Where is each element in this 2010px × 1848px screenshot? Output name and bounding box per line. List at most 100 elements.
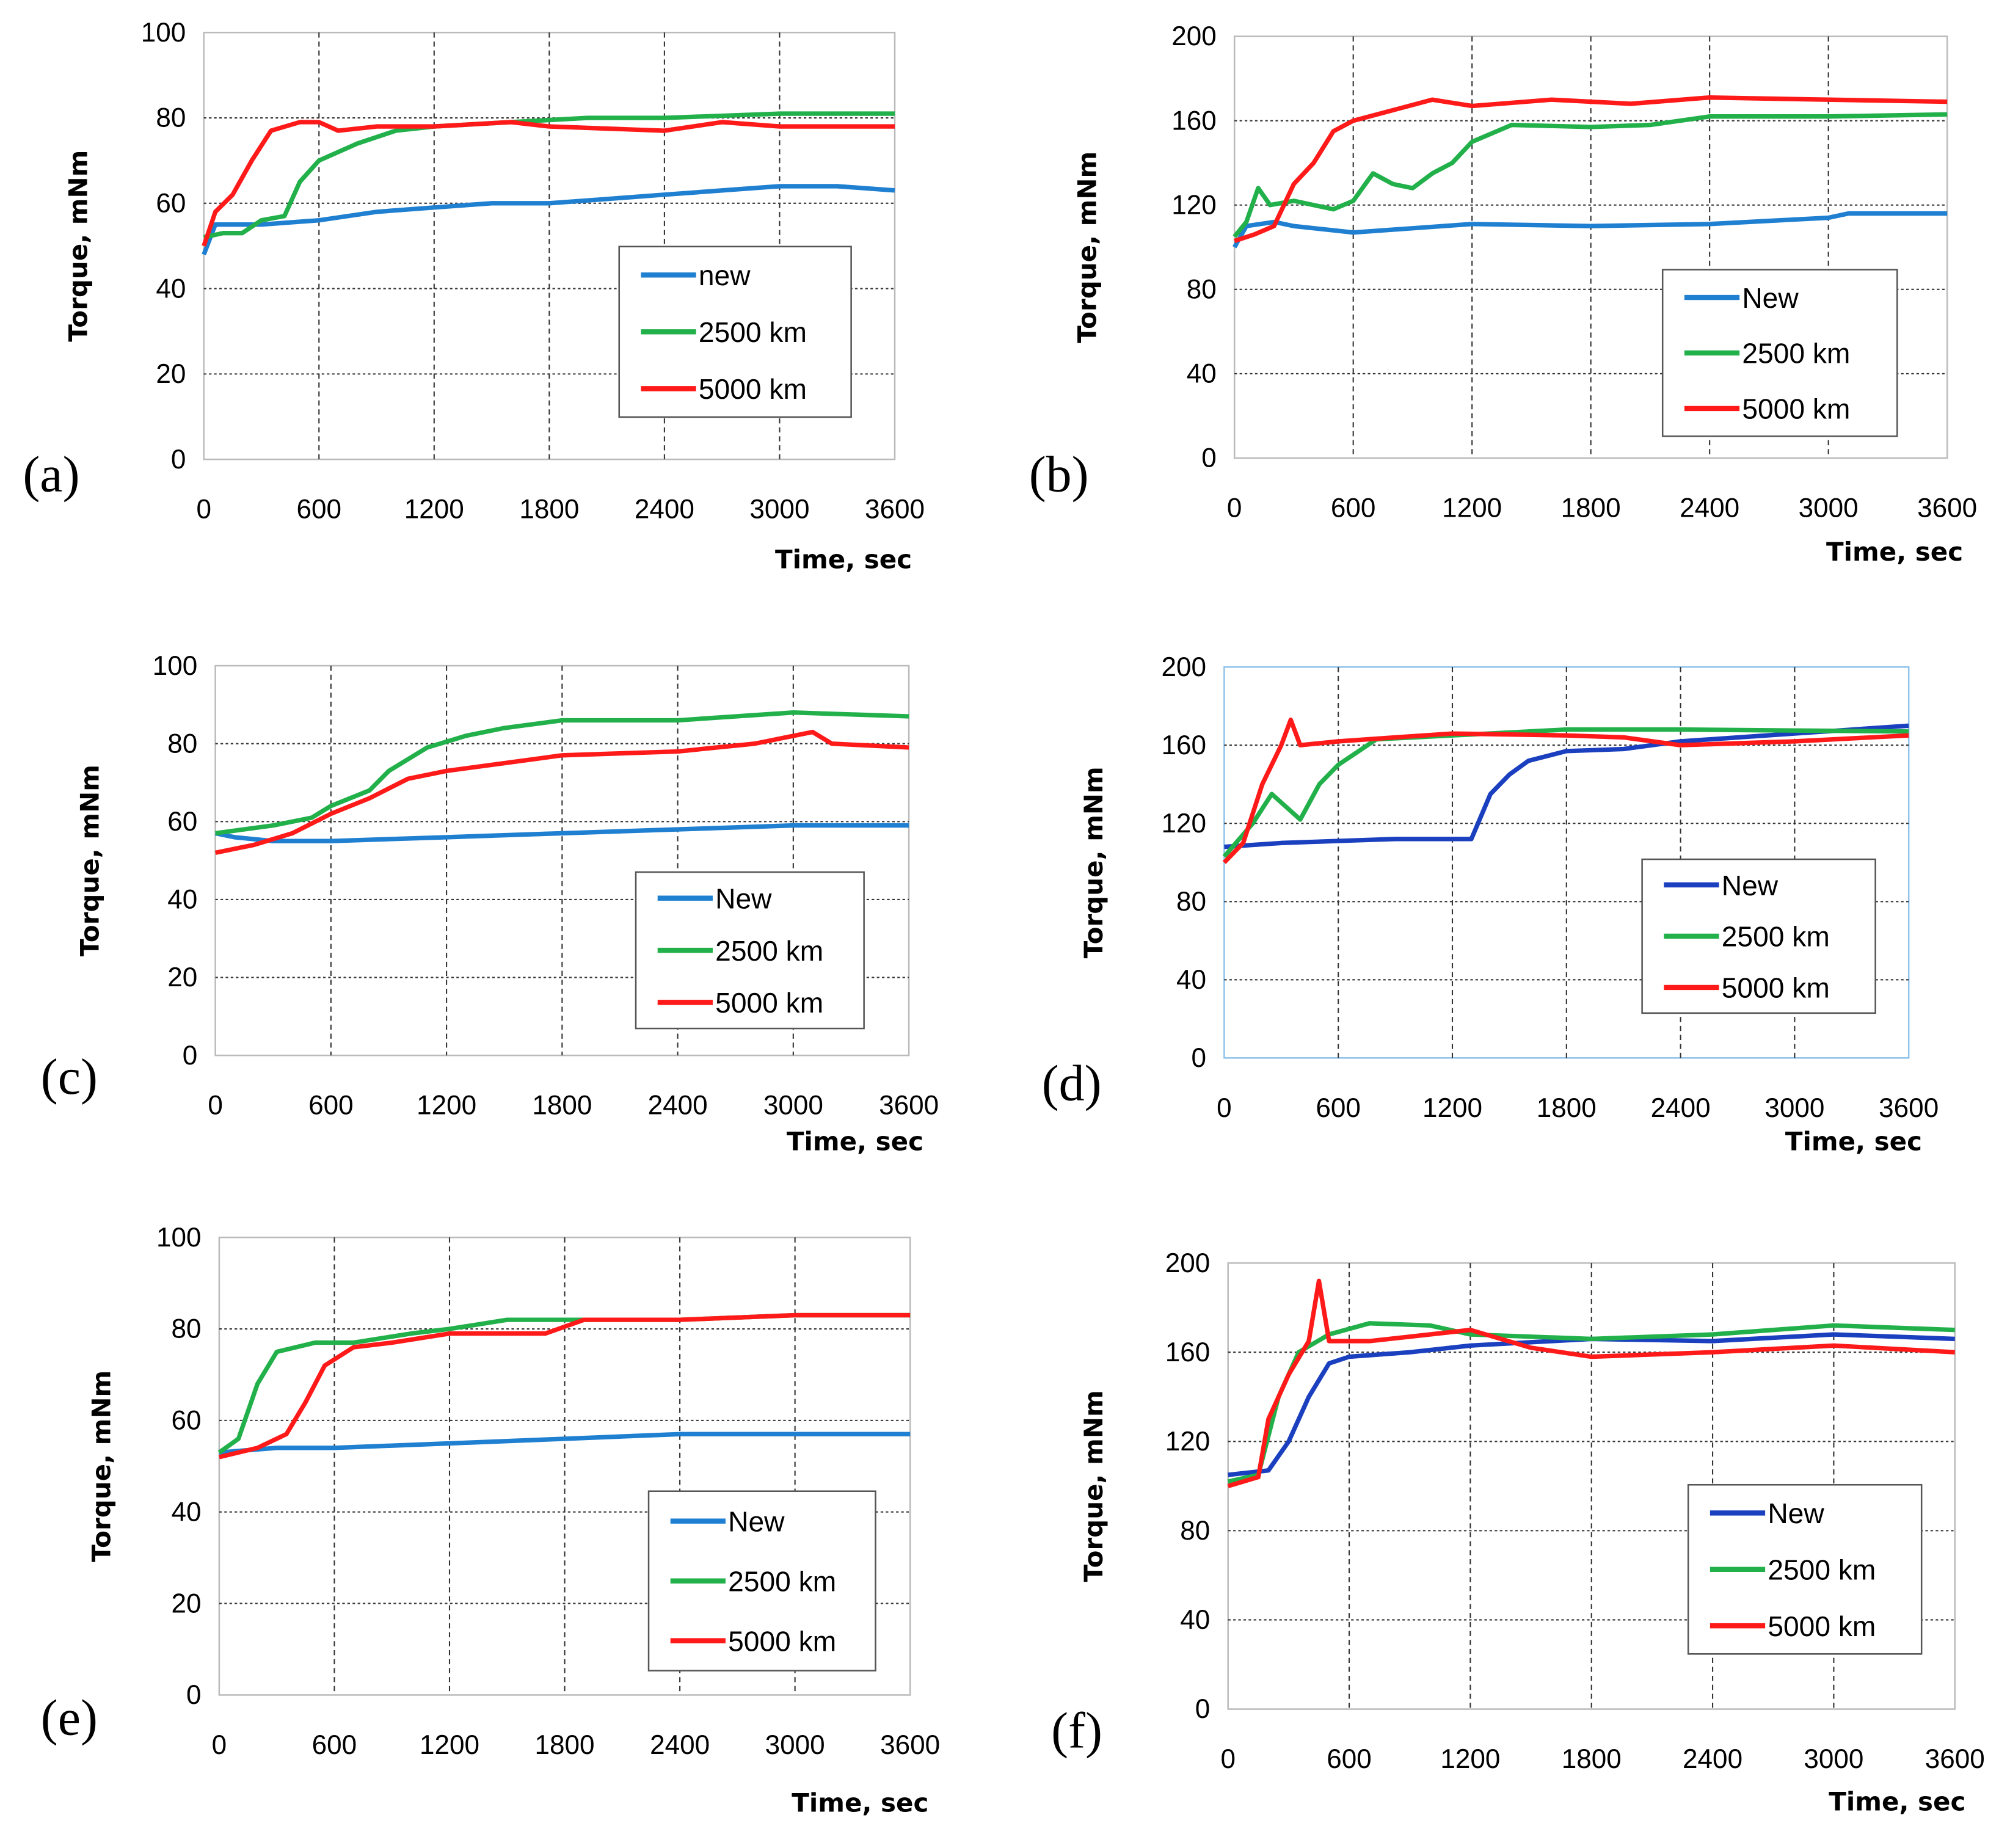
x-tick-label: 0 xyxy=(1217,1093,1232,1123)
legend-label: 2500 km xyxy=(715,935,823,967)
legend: New 2500 km 5000 km xyxy=(1687,1483,1923,1655)
x-tick-label: 3000 xyxy=(1764,1093,1824,1123)
series-line-5000-km xyxy=(1222,717,1909,864)
y-tick-label: 100 xyxy=(141,18,186,48)
series-line-5000-km xyxy=(214,729,909,855)
y-tick-label: 120 xyxy=(1161,809,1206,839)
x-axis-label: Time, sec xyxy=(775,545,912,575)
x-tick-label: 1200 xyxy=(1440,1744,1500,1774)
y-tick-label: 0 xyxy=(183,1041,198,1071)
legend-label: 5000 km xyxy=(728,1625,836,1657)
panel-b: 0 600 1200 1800 2400 3000 3600 0 40 80 120 160 200 Ne… xyxy=(1029,21,1977,567)
y-tick-label: 40 xyxy=(172,1497,202,1527)
legend-label: 5000 km xyxy=(1768,1610,1876,1642)
panel-label: (f) xyxy=(1051,1703,1102,1759)
y-tick-label: 0 xyxy=(171,445,186,475)
panel-c: 0 600 1200 1800 2400 3000 3600 0 20 40 60 80 100 New 2… xyxy=(41,651,939,1157)
x-tick-label: 600 xyxy=(1316,1093,1361,1123)
x-tick-label: 2400 xyxy=(1651,1093,1711,1123)
x-tick-label: 3000 xyxy=(763,1091,823,1121)
x-tick-label: 3000 xyxy=(749,495,809,525)
series-line-2500-km xyxy=(1227,1321,1955,1484)
x-tick-label: 2400 xyxy=(635,495,694,525)
series-line-new xyxy=(1232,211,1948,249)
series-line-5000-km xyxy=(219,1312,911,1460)
legend-label: 5000 km xyxy=(1742,393,1850,425)
legend: New 2500 km 5000 km xyxy=(1641,858,1876,1014)
x-tick-label: 3600 xyxy=(879,1091,939,1121)
y-tick-label: 40 xyxy=(156,274,186,304)
x-tick-label: 1800 xyxy=(1561,493,1621,523)
x-tick-label: 2400 xyxy=(650,1730,710,1760)
legend-label: New xyxy=(715,882,772,914)
x-tick-label: 600 xyxy=(312,1730,357,1760)
y-axis-label: Torque, mNm xyxy=(1079,1390,1109,1582)
y-tick-label: 20 xyxy=(156,359,186,389)
legend-label: 2500 km xyxy=(1722,921,1830,953)
legend-label: new xyxy=(699,260,751,291)
series-line-5000-km xyxy=(1227,1278,1955,1488)
y-tick-label: 0 xyxy=(1192,1043,1207,1073)
y-tick-label: 100 xyxy=(156,1223,202,1253)
x-tick-label: 600 xyxy=(1327,1744,1372,1774)
x-tick-label: 1200 xyxy=(420,1730,479,1760)
y-tick-label: 0 xyxy=(1195,1694,1211,1724)
legend-label: 5000 km xyxy=(715,987,823,1019)
legend: New 2500 km 5000 km xyxy=(647,1490,876,1672)
legend-label: 2500 km xyxy=(728,1565,836,1597)
panel-label: (b) xyxy=(1029,446,1089,503)
y-tick-label: 0 xyxy=(186,1680,202,1710)
y-tick-label: 80 xyxy=(1187,275,1217,305)
x-tick-label: 3600 xyxy=(865,495,925,525)
x-tick-label: 2400 xyxy=(648,1091,708,1121)
y-axis-label: Torque, mNm xyxy=(64,150,93,342)
x-tick-label: 3000 xyxy=(765,1730,825,1760)
y-tick-label: 200 xyxy=(1165,1248,1211,1278)
y-axis-label: Torque, mNm xyxy=(87,1370,117,1562)
x-tick-label: 3000 xyxy=(1804,1744,1863,1774)
x-axis-label: Time, sec xyxy=(1785,1126,1922,1156)
y-tick-label: 100 xyxy=(153,651,198,681)
y-tick-label: 120 xyxy=(1165,1427,1211,1457)
x-tick-label: 1800 xyxy=(1537,1093,1597,1123)
series-line-2500-km xyxy=(1233,112,1948,238)
x-tick-label: 3600 xyxy=(1917,493,1977,523)
y-tick-label: 0 xyxy=(1201,443,1217,473)
x-tick-label: 1200 xyxy=(1442,493,1502,523)
y-axis-label: Torque, mNm xyxy=(1079,766,1109,958)
y-tick-label: 160 xyxy=(1165,1337,1211,1367)
y-tick-label: 80 xyxy=(167,729,197,758)
x-axis-label: Time, sec xyxy=(792,1788,928,1817)
panel-label: (a) xyxy=(23,446,79,503)
y-tick-label: 60 xyxy=(156,189,186,219)
legend-label: New xyxy=(1768,1497,1824,1529)
x-tick-label: 3000 xyxy=(1799,493,1859,523)
x-axis-label: Time, sec xyxy=(787,1126,923,1156)
series-line-new xyxy=(214,823,909,843)
x-tick-label: 1800 xyxy=(532,1091,592,1121)
series-line-5000-km xyxy=(1234,95,1948,244)
legend-label: 2500 km xyxy=(1768,1554,1876,1586)
panel-label: (c) xyxy=(41,1049,98,1105)
y-tick-label: 60 xyxy=(172,1406,202,1436)
x-tick-label: 2400 xyxy=(1683,1744,1742,1774)
y-tick-label: 160 xyxy=(1171,106,1217,136)
panel-e: 0 600 1200 1800 2400 3000 3600 0 20 40 60 80 100 New 2… xyxy=(41,1223,940,1818)
legend-label: 5000 km xyxy=(699,373,807,405)
panel-a: 0 600 1200 1800 2400 3000 3600 0 20 40 60 80 100 new 2… xyxy=(23,18,925,575)
panel-label: (d) xyxy=(1042,1055,1102,1112)
x-axis-label: Time, sec xyxy=(1826,537,1963,567)
series-line-new xyxy=(1228,1332,1955,1477)
legend: new 2500 km 5000 km xyxy=(618,246,852,418)
y-tick-label: 80 xyxy=(172,1314,202,1344)
panel-f: 0 600 1200 1800 2400 3000 3600 0 40 80 120 160 200 Ne… xyxy=(1051,1248,1985,1817)
x-tick-label: 2400 xyxy=(1680,493,1739,523)
x-tick-label: 600 xyxy=(308,1091,354,1121)
y-tick-label: 160 xyxy=(1161,730,1206,760)
y-tick-label: 40 xyxy=(1180,1605,1210,1635)
x-tick-label: 600 xyxy=(1331,493,1376,523)
legend-label: New xyxy=(1742,282,1799,314)
x-tick-label: 0 xyxy=(196,495,211,525)
x-tick-label: 0 xyxy=(1227,493,1242,523)
